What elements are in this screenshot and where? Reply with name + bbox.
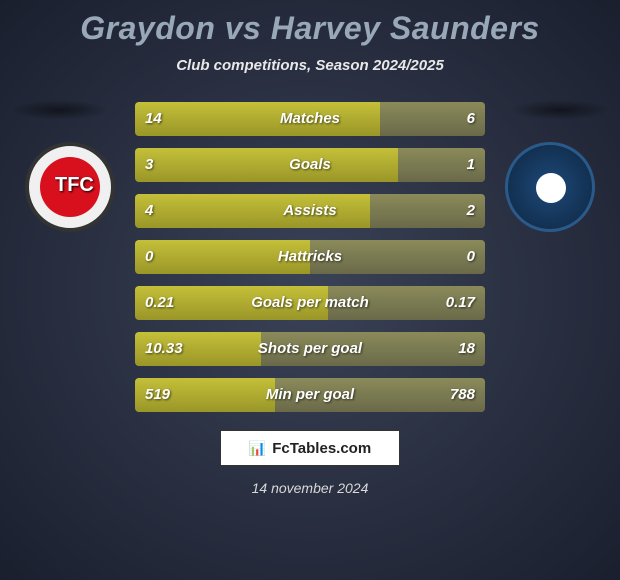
footer-date: 14 november 2024 [0, 480, 620, 496]
shadow-left [10, 100, 110, 120]
club-badge-left-text: TFC [55, 174, 94, 197]
stat-row: 00Hattricks [135, 240, 485, 274]
page-title: Graydon vs Harvey Saunders [0, 0, 620, 47]
stat-row: 10.3318Shots per goal [135, 332, 485, 366]
stat-label: Matches [135, 102, 485, 136]
chart-icon: 📊 [249, 440, 266, 457]
club-badge-right [505, 142, 595, 232]
stat-row: 0.210.17Goals per match [135, 286, 485, 320]
stat-label: Shots per goal [135, 332, 485, 366]
page-subtitle: Club competitions, Season 2024/2025 [0, 57, 620, 74]
club-badge-right-ball [536, 173, 566, 203]
comparison-area: TFC 146Matches 31Goals 42Assists 00Hattrick… [0, 102, 620, 412]
stat-row: 519788Min per goal [135, 378, 485, 412]
footer-brand-text: FcTables.com [272, 440, 371, 457]
stat-bars: 146Matches 31Goals 42Assists 00Hattricks 0.2… [135, 102, 485, 412]
footer-brand[interactable]: 📊 FcTables.com [220, 430, 400, 466]
stat-row: 146Matches [135, 102, 485, 136]
stat-row: 31Goals [135, 148, 485, 182]
stat-label: Min per goal [135, 378, 485, 412]
stat-label: Hattricks [135, 240, 485, 274]
shadow-right [510, 100, 610, 120]
stat-label: Goals [135, 148, 485, 182]
stat-label: Goals per match [135, 286, 485, 320]
stat-row: 42Assists [135, 194, 485, 228]
stat-label: Assists [135, 194, 485, 228]
club-badge-left: TFC [25, 142, 115, 232]
